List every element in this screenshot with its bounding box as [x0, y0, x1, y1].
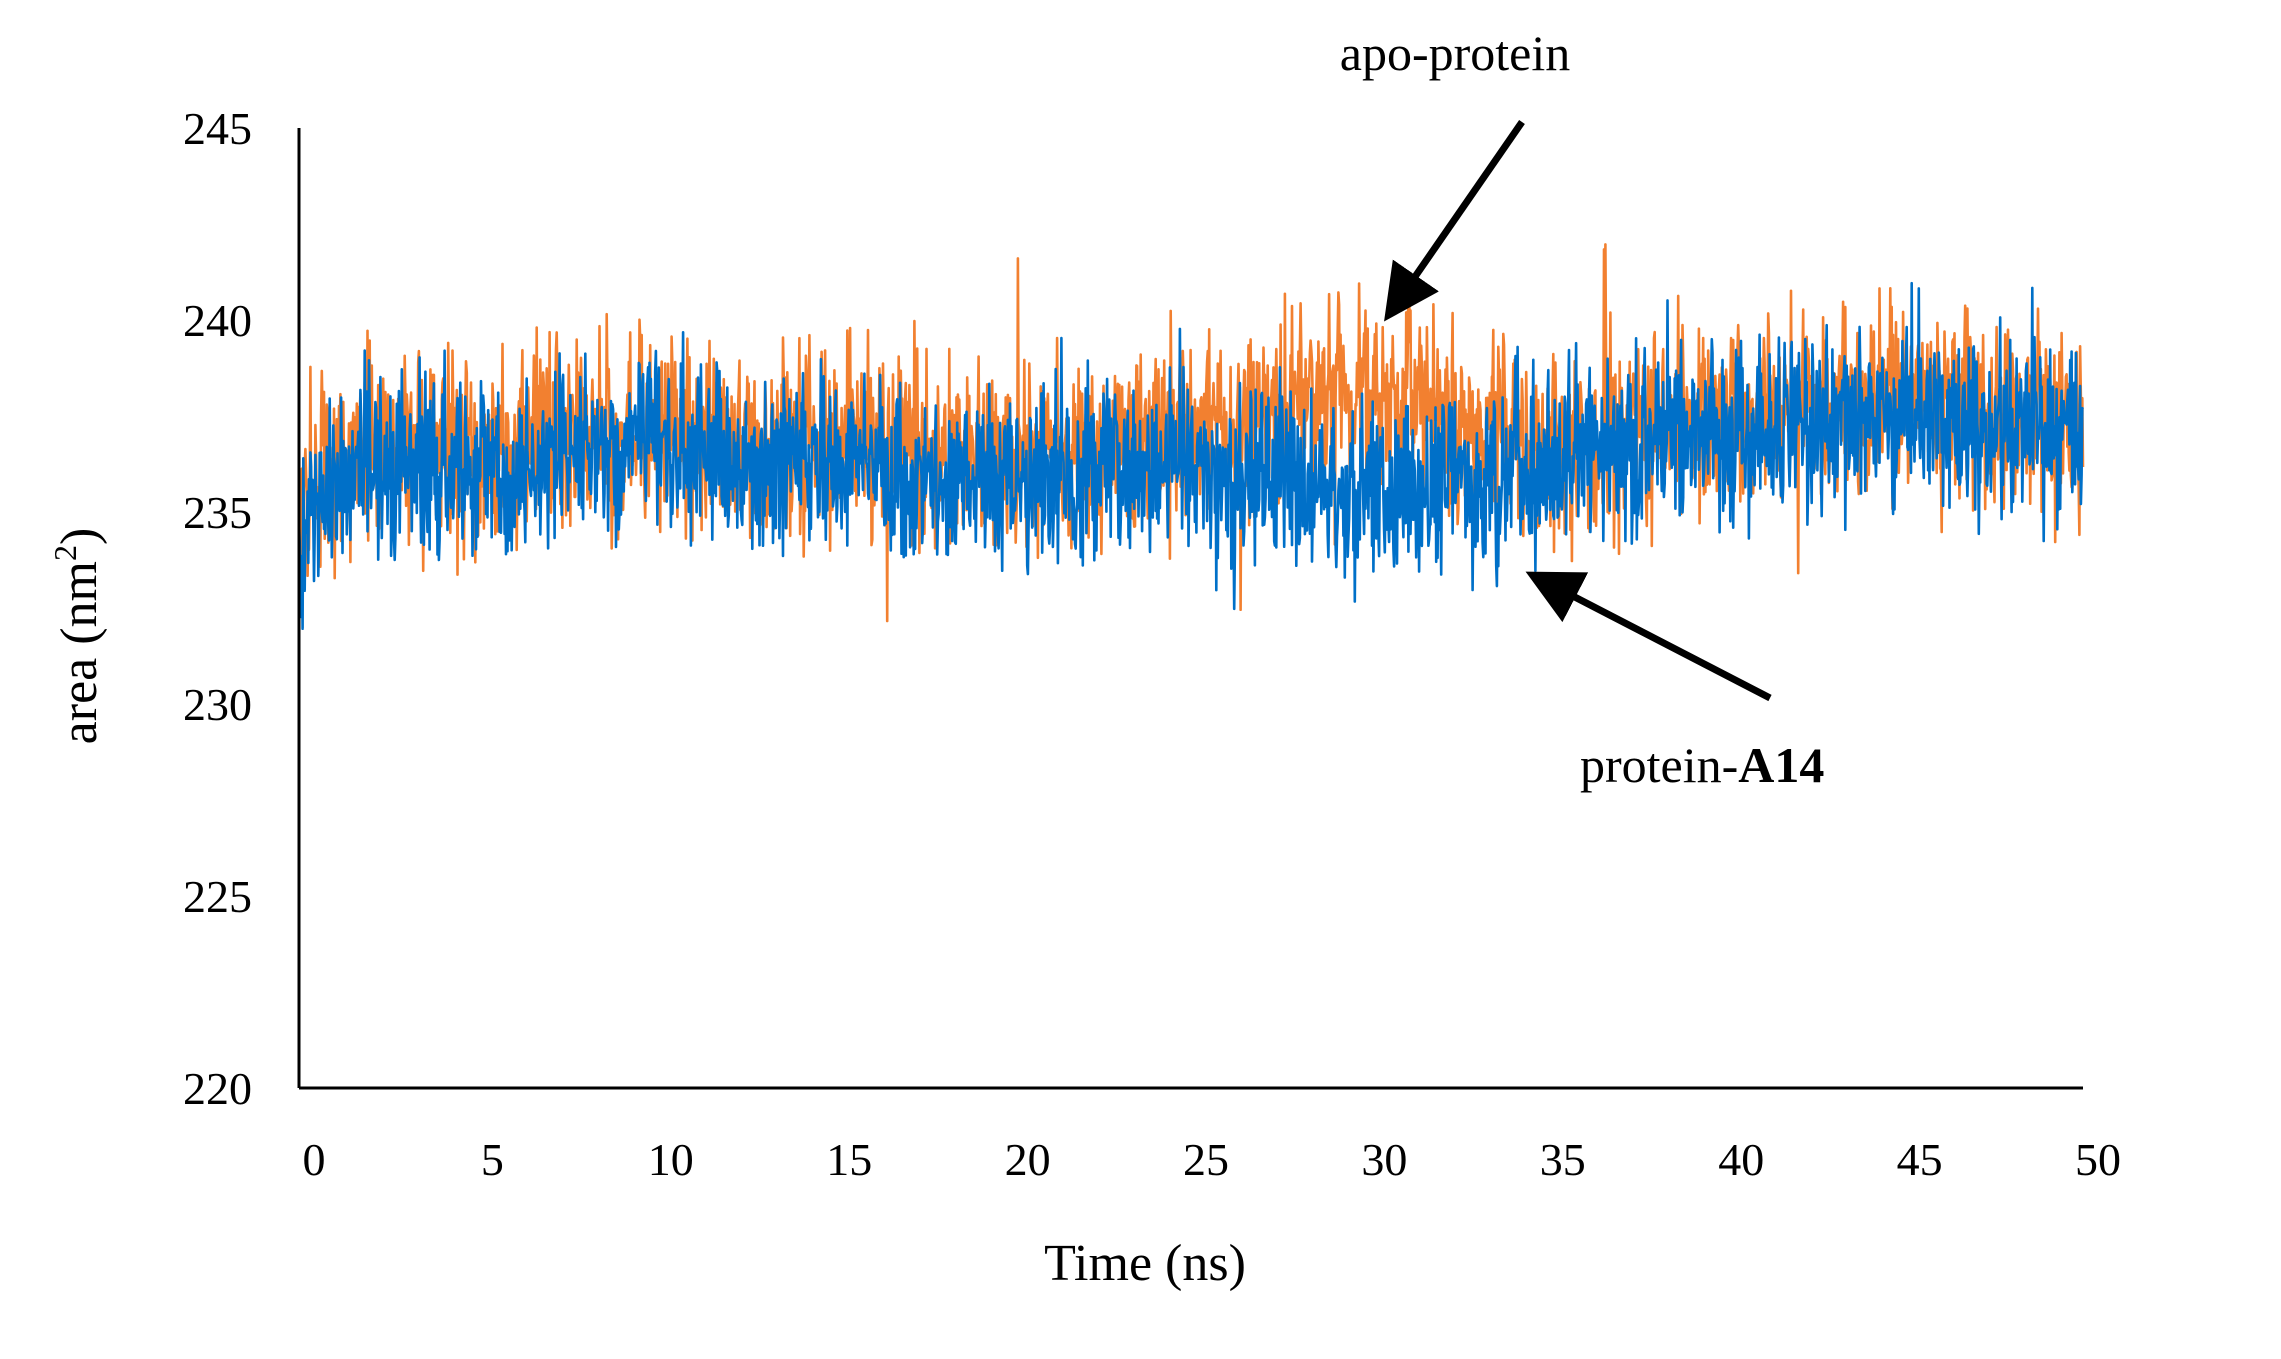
x-tick-label: 45	[1897, 1134, 1943, 1185]
series-layer	[297, 243, 2085, 630]
annotation-protein-a14-prefix: protein-	[1580, 737, 1738, 793]
y-tick-label: 240	[183, 295, 252, 346]
y-axis-title: area (nm2)	[47, 528, 108, 745]
x-tick-label: 40	[1718, 1134, 1764, 1185]
x-tick-label: 30	[1361, 1134, 1407, 1185]
y-tick-labels: 220 225 230 235 240 245	[183, 103, 252, 1114]
y-axis-title-close: )	[51, 528, 108, 545]
y-tick-label: 220	[183, 1063, 252, 1114]
y-tick-label: 230	[183, 679, 252, 730]
annotation-protein-a14-bold: A14	[1738, 737, 1824, 793]
y-axis-title-main: area (nm	[51, 561, 108, 744]
series-line-protein-a14	[297, 281, 2085, 630]
y-tick-label: 235	[183, 487, 252, 538]
x-tick-label: 10	[648, 1134, 694, 1185]
annotation-apo-protein-arrow	[1384, 120, 1525, 322]
x-tick-label: 5	[481, 1134, 504, 1185]
y-axis-title-sup: 2	[47, 545, 83, 561]
x-tick-label: 50	[2075, 1134, 2121, 1185]
x-tick-label: 0	[303, 1134, 326, 1185]
x-tick-label: 25	[1183, 1134, 1229, 1185]
y-tick-label: 245	[183, 103, 252, 154]
y-tick-label: 225	[183, 871, 252, 922]
x-tick-label: 35	[1540, 1134, 1586, 1185]
annotation-apo-protein-label: apo-protein	[1340, 25, 1570, 81]
x-tick-labels: 0 5 10 15 20 25 30 35 40 45 50	[303, 1134, 2122, 1185]
x-tick-label: 20	[1005, 1134, 1051, 1185]
x-tick-label: 15	[826, 1134, 872, 1185]
annotation-protein-a14-arrow	[1525, 571, 1772, 702]
x-axis-title: Time (ns)	[1044, 1235, 1246, 1292]
annotation-protein-a14-label: protein-A14	[1580, 737, 1824, 793]
